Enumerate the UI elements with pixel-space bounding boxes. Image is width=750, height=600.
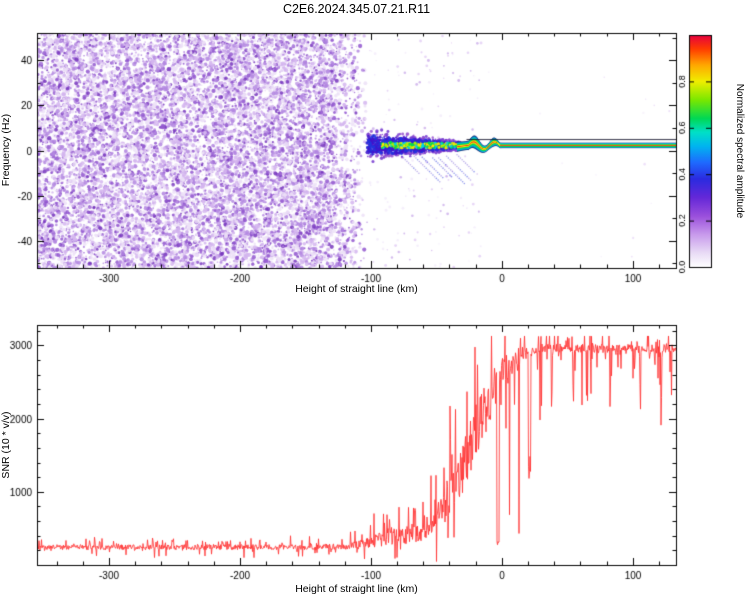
spectrogram-plot [0,0,750,300]
snr-y-axis-label: SNR (10 * v/v) [0,411,12,479]
snr-plot [0,300,750,600]
spectrogram-y-axis-label: Frequency (Hz) [0,113,12,187]
snr-x-axis-label: Height of straight line (km) [295,583,418,595]
colorbar-label: Normalized spectral amplitude [734,83,745,219]
figure-title: C2E6.2024.345.07.21.R11 [282,2,431,16]
spectrogram-x-axis-label: Height of straight line (km) [295,283,418,295]
